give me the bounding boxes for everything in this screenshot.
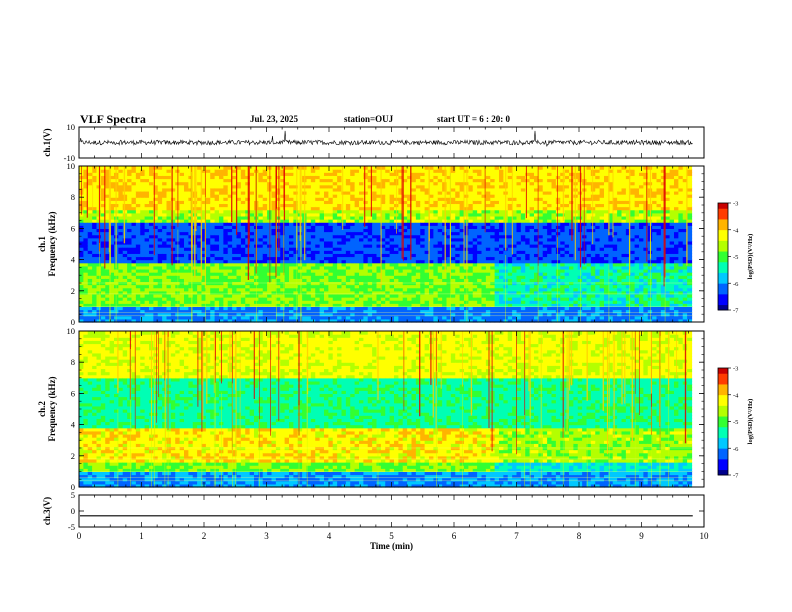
x-tick-label-6: 6 — [452, 531, 457, 541]
x-tick-label-2: 2 — [202, 531, 207, 541]
spectrogram-ch1-channel-label: ch.1 — [37, 236, 47, 252]
spectrogram-ch1-yaxis-tick-label-1: 2 — [71, 286, 75, 296]
colorbar-ch1-label: log(PSD)(V²/Hz) — [747, 234, 754, 280]
spectrogram-ch2-channel-label: ch.2 — [37, 401, 47, 417]
x-tick-label-10: 10 — [700, 531, 710, 541]
colorbar-ch1-tick-label-1: -4 — [733, 227, 739, 234]
colorbar-ch2-tick-label-4: -7 — [733, 473, 739, 480]
colorbar-ch2 — [718, 368, 728, 476]
x-axis-label: Time (min) — [370, 541, 413, 551]
spectrogram-ch1-yaxis-tick-label-4: 8 — [71, 192, 75, 202]
station-label: station=OUJ — [344, 114, 394, 124]
ch1-waveform-yaxis-tick-label-1: -10 — [64, 153, 75, 163]
colorbar-ch2-label: log(PSD)(V²/Hz) — [747, 399, 754, 445]
x-tick-label-0: 0 — [77, 531, 82, 541]
ch1-waveform-yaxis-tick-label-0: 10 — [67, 122, 76, 132]
spectrogram-ch1-yaxis-tick-label-3: 6 — [71, 223, 75, 233]
spectrogram-ch1-ylabel: Frequency (kHz) — [47, 211, 57, 276]
spectrogram-ch1-yaxis-tick-label-2: 4 — [71, 255, 76, 265]
ch1-waveform-ylabel: ch.1(V) — [42, 128, 52, 156]
spectrogram-ch2-image — [79, 331, 693, 488]
ch1-waveform-line — [79, 130, 693, 147]
x-tick-label-4: 4 — [327, 531, 332, 541]
plot-title: VLF Spectra — [80, 112, 146, 126]
colorbar-ch1 — [718, 203, 728, 311]
x-tick-label-7: 7 — [514, 531, 519, 541]
x-tick-label-5: 5 — [389, 531, 394, 541]
spectrogram-ch1-yaxis-tick-label-5: 10 — [67, 161, 76, 171]
spectrogram-ch2-ylabel: Frequency (kHz) — [47, 376, 57, 441]
ch3-waveform-yaxis-tick-label-0: 5 — [71, 490, 75, 500]
x-tick-label-8: 8 — [577, 531, 582, 541]
colorbar-ch2-tick-label-0: -3 — [733, 366, 738, 373]
colorbar-ch1-tick-label-0: -3 — [733, 201, 738, 208]
spectrogram-ch1-image — [79, 166, 693, 323]
colorbar-ch2-tick-label-3: -6 — [733, 446, 739, 453]
x-tick-label-1: 1 — [139, 531, 144, 541]
ch3-waveform-ylabel: ch.3(V) — [42, 497, 52, 525]
start-time-label: start UT = 6 : 20: 0 — [437, 114, 510, 124]
colorbar-ch1-tick-label-3: -6 — [733, 281, 739, 288]
x-tick-label-9: 9 — [639, 531, 644, 541]
spectrogram-ch2-yaxis-tick-label-5: 10 — [67, 326, 76, 336]
colorbar-ch2-tick-label-2: -5 — [733, 419, 738, 426]
date-label: Jul. 23, 2025 — [250, 114, 299, 124]
spectrogram-ch2-yaxis-tick-label-1: 2 — [71, 451, 75, 461]
ch3-waveform-yaxis-tick-label-2: -5 — [68, 522, 75, 532]
colorbar-ch2-tick-label-1: -4 — [733, 392, 739, 399]
spectrogram-ch2-yaxis-tick-label-4: 8 — [71, 357, 75, 367]
colorbar-ch1-tick-label-4: -7 — [733, 308, 739, 315]
ch3-waveform-yaxis-tick-label-1: 0 — [71, 506, 75, 516]
spectrogram-ch2-yaxis-tick-label-3: 6 — [71, 388, 75, 398]
spectrogram-ch2-yaxis-tick-label-0: 0 — [71, 482, 75, 492]
x-tick-label-3: 3 — [264, 531, 269, 541]
colorbar-ch1-tick-label-2: -5 — [733, 254, 738, 261]
spectrogram-ch2-yaxis-tick-label-2: 4 — [71, 420, 76, 430]
spectrogram-ch1-yaxis-tick-label-0: 0 — [71, 317, 75, 327]
